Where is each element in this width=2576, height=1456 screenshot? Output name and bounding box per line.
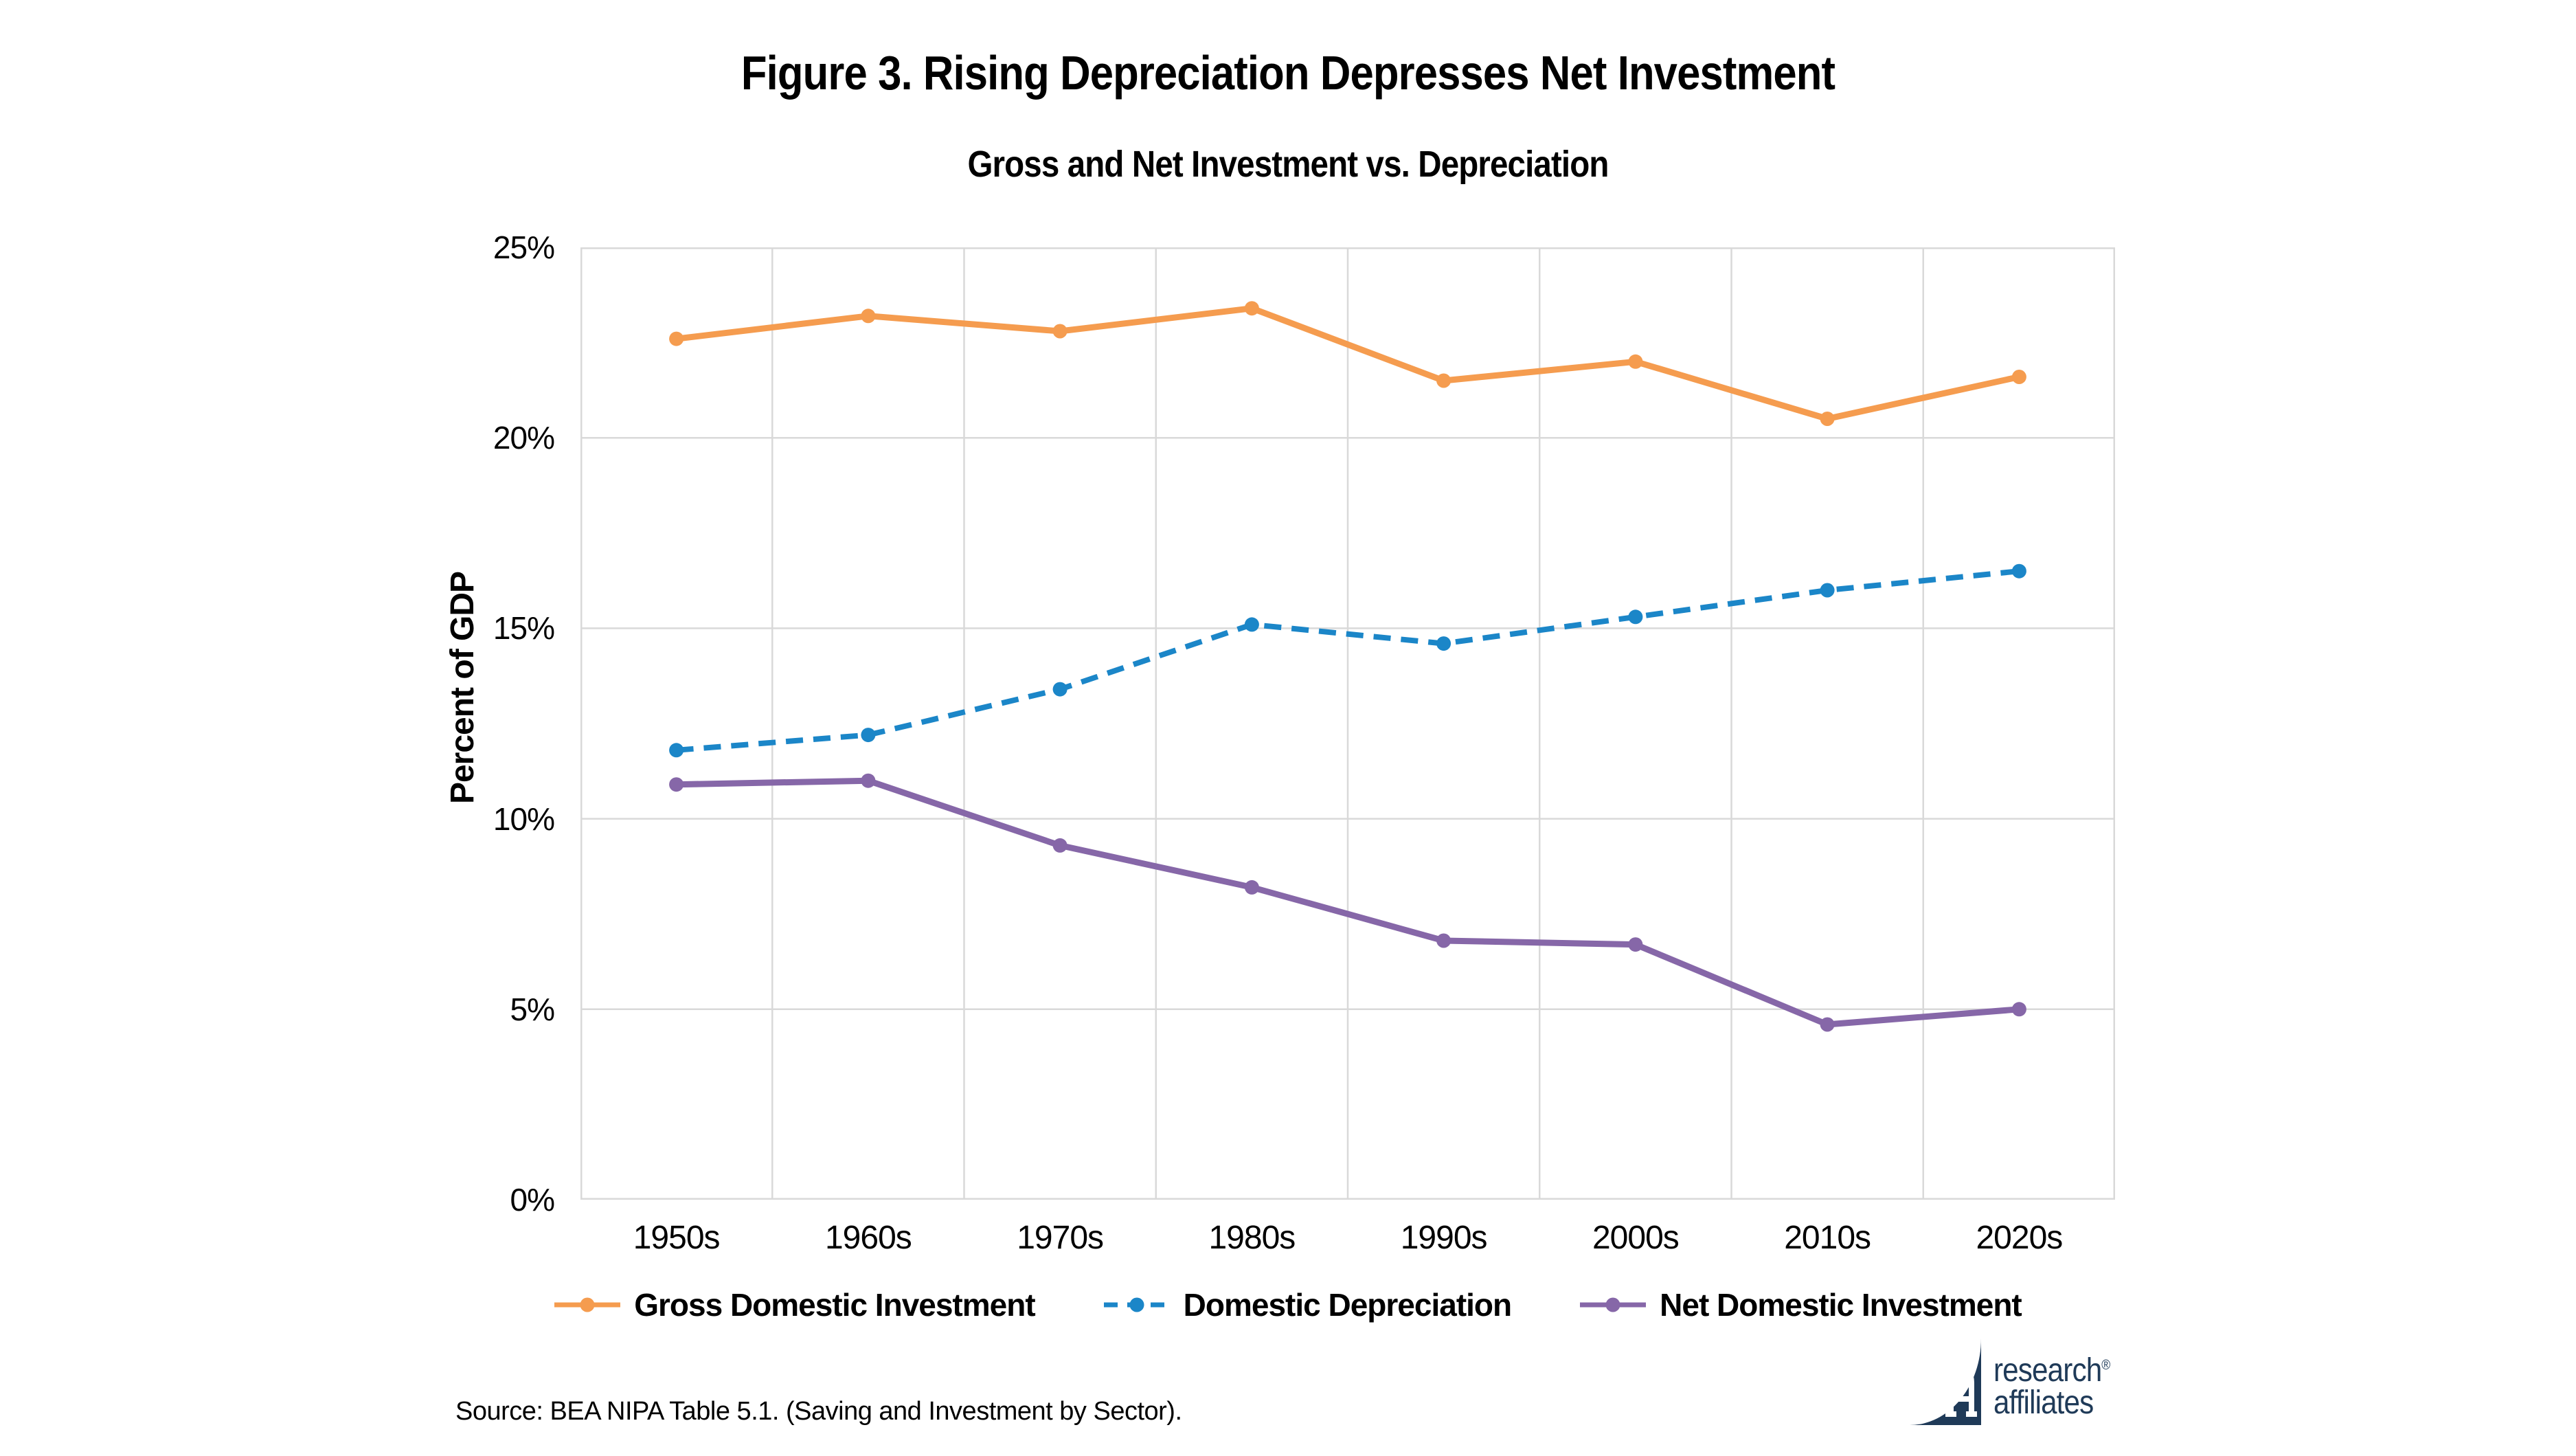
legend-label-net-domestic-investment: Net Domestic Investment bbox=[1660, 1287, 2022, 1323]
legend-label-gross-domestic-investment: Gross Domestic Investment bbox=[634, 1287, 1035, 1323]
legend-marker-dot bbox=[1129, 1297, 1144, 1312]
logo-wordmark: research® affiliates bbox=[1993, 1349, 2110, 1421]
logo-word-affiliates: affiliates bbox=[1993, 1385, 2094, 1421]
y-tick-label-0: 0% bbox=[510, 1182, 555, 1218]
chart-legend: Gross Domestic Investment Domestic Deprec… bbox=[0, 1286, 2576, 1323]
legend-marker-dot bbox=[1605, 1297, 1620, 1312]
y-tick-label-20: 20% bbox=[493, 420, 555, 456]
data-point-gross-domestic-investment-1950s bbox=[669, 331, 684, 346]
data-point-gross-domestic-investment-2010s bbox=[1820, 412, 1835, 426]
data-point-gross-domestic-investment-2000s bbox=[1628, 354, 1643, 369]
series-line-net-domestic-investment bbox=[673, 777, 2022, 1028]
y-tick-label-5: 5% bbox=[510, 991, 555, 1027]
data-point-domestic-depreciation-1990s bbox=[1436, 636, 1451, 651]
data-point-gross-domestic-investment-1990s bbox=[1436, 373, 1451, 388]
data-point-domestic-depreciation-2000s bbox=[1628, 609, 1643, 625]
data-point-domestic-depreciation-1970s bbox=[1052, 682, 1067, 697]
data-point-net-domestic-investment-2010s bbox=[1820, 1017, 1835, 1032]
y-tick-label-15: 15% bbox=[493, 610, 555, 647]
data-point-gross-domestic-investment-1980s bbox=[1244, 301, 1259, 316]
legend-label-domestic-depreciation: Domestic Depreciation bbox=[1183, 1287, 1512, 1323]
y-axis-label: Percent of GDP bbox=[444, 571, 481, 805]
data-point-net-domestic-investment-1960s bbox=[861, 773, 876, 788]
legend-marker-dot bbox=[580, 1297, 595, 1312]
ra-monogram-icon bbox=[1925, 1367, 1977, 1417]
legend-item-net-domestic-investment: Net Domestic Investment bbox=[1580, 1286, 2022, 1323]
source-note: Source: BEA NIPA Table 5.1. (Saving and … bbox=[455, 1397, 1182, 1426]
data-point-gross-domestic-investment-1960s bbox=[861, 309, 876, 324]
data-point-domestic-depreciation-2010s bbox=[1820, 583, 1835, 598]
data-point-net-domestic-investment-1980s bbox=[1244, 880, 1259, 895]
x-tick-label-1980s: 1980s bbox=[1208, 1220, 1296, 1256]
series-line-domestic-depreciation bbox=[676, 568, 2020, 753]
ra-logo-mark-icon bbox=[1910, 1339, 1981, 1425]
legend-marker-icon-domestic-depreciation bbox=[1103, 1297, 1170, 1312]
data-point-net-domestic-investment-2000s bbox=[1628, 937, 1643, 952]
legend-marker-icon-gross-domestic-investment bbox=[554, 1297, 621, 1312]
data-point-domestic-depreciation-2020s bbox=[2011, 563, 2026, 579]
series-line-gross-domestic-investment bbox=[673, 305, 2022, 422]
legend-item-domestic-depreciation: Domestic Depreciation bbox=[1103, 1286, 1512, 1323]
figure-title: Figure 3. Rising Depreciation Depresses … bbox=[741, 46, 1835, 100]
x-tick-label-2010s: 2010s bbox=[1784, 1220, 1871, 1256]
data-point-net-domestic-investment-1970s bbox=[1052, 838, 1067, 853]
ra-logo-sail-shape bbox=[1910, 1339, 1981, 1425]
plot-area bbox=[580, 247, 2115, 1200]
y-tick-label-10: 10% bbox=[493, 800, 555, 837]
logo-word-research: research® bbox=[1993, 1352, 2110, 1389]
data-point-net-domestic-investment-1990s bbox=[1436, 933, 1451, 948]
data-point-domestic-depreciation-1980s bbox=[1244, 617, 1259, 632]
x-tick-label-1950s: 1950s bbox=[633, 1220, 721, 1256]
research-affiliates-logo: research® affiliates bbox=[1910, 1339, 2198, 1428]
registered-trademark-icon: ® bbox=[2101, 1358, 2110, 1373]
data-point-domestic-depreciation-1950s bbox=[669, 743, 684, 758]
legend-marker-icon-net-domestic-investment bbox=[1580, 1297, 1647, 1312]
y-tick-label-25: 25% bbox=[493, 229, 555, 265]
x-tick-label-1970s: 1970s bbox=[1017, 1220, 1104, 1256]
legend-item-gross-domestic-investment: Gross Domestic Investment bbox=[554, 1286, 1036, 1323]
data-point-net-domestic-investment-2020s bbox=[2011, 1002, 2026, 1017]
x-tick-label-1990s: 1990s bbox=[1400, 1220, 1488, 1256]
data-point-domestic-depreciation-1960s bbox=[861, 728, 876, 743]
data-point-gross-domestic-investment-2020s bbox=[2011, 370, 2026, 384]
data-point-net-domestic-investment-1950s bbox=[669, 777, 684, 792]
chart-subtitle: Gross and Net Investment vs. Depreciatio… bbox=[967, 144, 1609, 185]
x-tick-label-2000s: 2000s bbox=[1592, 1220, 1680, 1256]
x-tick-label-1960s: 1960s bbox=[824, 1220, 912, 1256]
x-tick-label-2020s: 2020s bbox=[1976, 1220, 2063, 1256]
data-point-gross-domestic-investment-1970s bbox=[1052, 324, 1067, 339]
